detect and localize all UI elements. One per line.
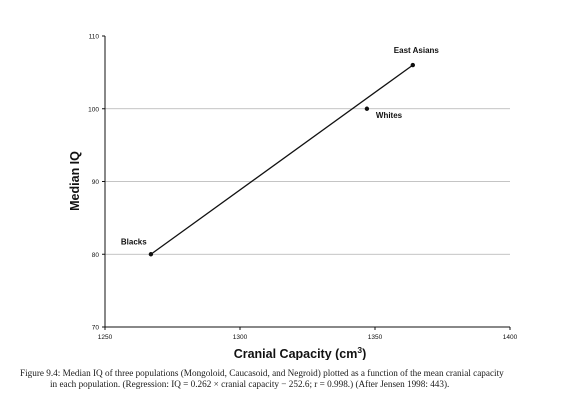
x-tick-label-1400: 1400 [503,334,518,341]
tick-labels: 70 80 90 100 110 1250 1300 1350 1400 [88,34,517,342]
y-tick-label-100: 100 [88,106,99,113]
y-tick-label-70: 70 [92,325,100,332]
y-axis-title: Median IQ [68,151,82,211]
x-tick-label-1250: 1250 [98,334,113,341]
data-point-east-asians [410,62,415,68]
point-labels: Blacks Whites East Asians [121,46,440,246]
y-tick-label-80: 80 [92,252,100,259]
point-label-east-asians: East Asians [394,46,440,55]
data-point-blacks [148,252,154,257]
caption-line-1: Figure 9.4: Median IQ of three populatio… [20,368,504,378]
y-tick-label-90: 90 [92,179,100,186]
figure-caption: Figure 9.4: Median IQ of three populatio… [20,368,560,390]
tick-marks [102,35,511,330]
data-series [148,62,415,257]
point-label-blacks: Blacks [121,237,147,246]
chart: 70 80 90 100 110 1250 1300 1350 1400 Blacks White… [68,34,518,361]
gridlines [105,108,510,255]
y-tick-label-110: 110 [89,34,100,41]
x-tick-label-1300: 1300 [233,334,248,341]
x-axis-title: Cranial Capacity (cm3) [234,345,367,360]
point-label-whites: Whites [376,111,403,120]
caption-line-2: in each population. (Regression: IQ = 0.… [50,379,450,389]
x-tick-label-1350: 1350 [368,334,383,341]
data-point-whites [364,106,370,111]
regression-line [150,64,414,255]
